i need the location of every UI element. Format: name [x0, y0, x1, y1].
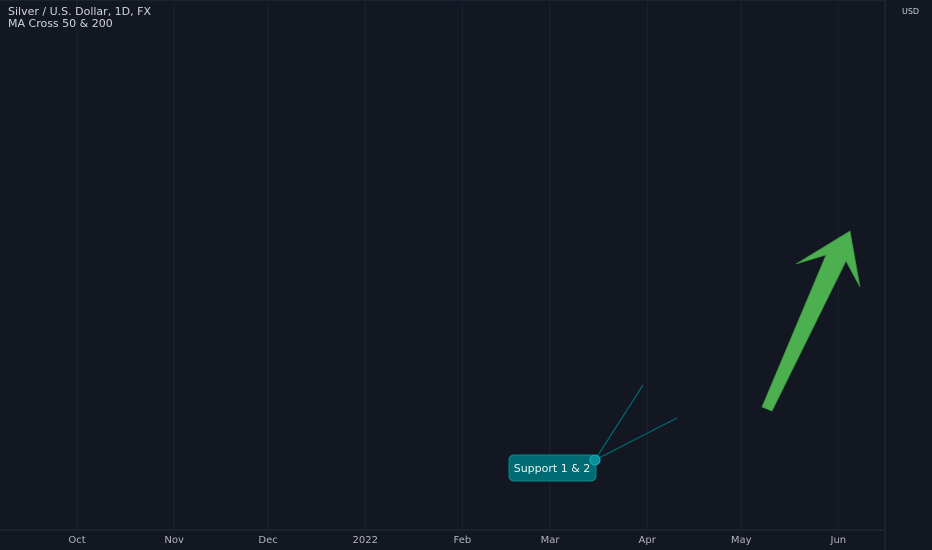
grid	[0, 0, 885, 530]
time-tick-label: Feb	[453, 535, 471, 546]
price-axis-bg	[885, 0, 932, 550]
callout-pointer-2	[594, 417, 678, 461]
time-tick-label: May	[731, 535, 752, 546]
time-tick-label: Nov	[164, 535, 184, 546]
time-axis: Oct Nov Dec 2022 Feb Mar Apr May Jun	[0, 529, 885, 546]
time-tick-label: Apr	[639, 535, 657, 546]
time-tick-label: Oct	[68, 535, 85, 546]
time-tick-label: Jun	[830, 535, 847, 546]
time-tick-label: 2022	[353, 535, 378, 546]
time-tick-label: Mar	[541, 535, 561, 546]
time-tick-label: Dec	[258, 535, 277, 546]
callout-pointer-1	[594, 384, 644, 461]
price-axis: 28.72326.90723.94422.46221.98321.386XAGU…	[884, 0, 932, 550]
indicator-label: MA Cross 50 & 200	[8, 17, 113, 30]
callout-box	[508, 454, 597, 482]
chart-title: Silver / U.S. Dollar, 1D, FX	[8, 5, 152, 18]
callout-label: Support 1 & 2	[514, 462, 591, 475]
callout-anchor	[589, 454, 601, 466]
currency-label: USD	[902, 7, 920, 16]
up-arrow	[761, 230, 861, 412]
support-callout: Support 1 & 2	[508, 384, 678, 482]
